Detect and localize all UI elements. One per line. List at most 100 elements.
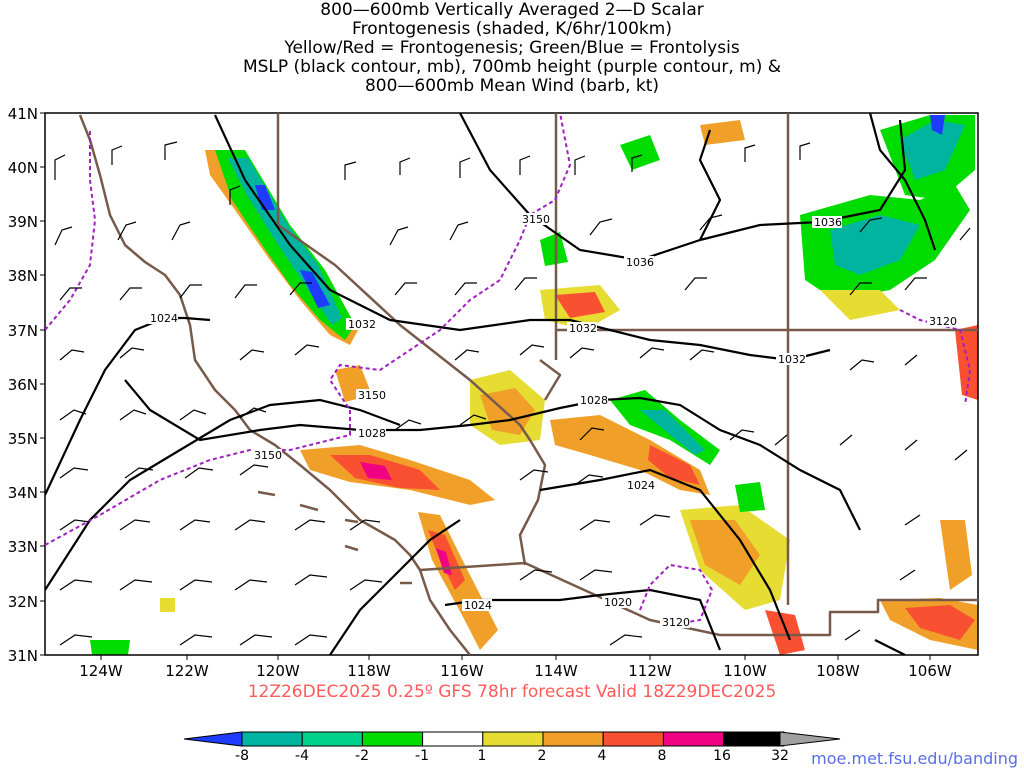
lat-label: 33N	[8, 538, 38, 556]
lat-label: 36N	[8, 376, 38, 394]
lat-label: 32N	[8, 593, 38, 611]
colorbar-cell	[482, 731, 544, 747]
colorbar-cell	[723, 731, 785, 747]
colorado-river	[518, 439, 547, 566]
nv-az-border	[539, 359, 562, 401]
height-labels: 3150 3150 3150 3120 3120	[252, 213, 957, 629]
title-line-2: Frontogenesis (shaded, K/6hr/100km)	[352, 19, 672, 39]
colorbar-tick: -8	[235, 748, 249, 764]
frontolysis-patch-2	[540, 232, 568, 266]
mslp-contour	[214, 114, 831, 362]
colorbar-tick: 2	[538, 748, 547, 764]
height-contour	[899, 309, 972, 406]
colorbar-tick: 4	[598, 748, 607, 764]
lon-label: 112W	[628, 662, 672, 680]
mslp-label: 1020	[604, 596, 632, 609]
frontolysis-ne-teal	[900, 120, 965, 180]
colorbar-tick: 32	[771, 748, 789, 764]
mslp-contour	[539, 468, 792, 641]
mslp-label: 1032	[569, 322, 597, 335]
mslp-label: 1036	[626, 256, 654, 269]
mslp-contour	[329, 519, 461, 655]
colorbar-cell	[542, 731, 604, 747]
mslp-contour	[868, 113, 937, 251]
frontolysis-colorado-teal	[830, 215, 920, 275]
frontolysis-core-blue	[255, 185, 275, 210]
height-label: 3150	[358, 389, 386, 402]
frontogenesis-se-core	[905, 605, 975, 640]
height-label: 3150	[522, 213, 550, 226]
mslp-label: 1024	[150, 312, 178, 325]
lon-label: 116W	[440, 662, 484, 680]
mexico-border	[419, 561, 978, 637]
lon-label: 122W	[165, 662, 209, 680]
lon-labels: 124W 122W 120W 118W 116W 114W 112W 110W …	[79, 662, 952, 680]
height-label: 3120	[929, 315, 957, 328]
lon-label: 110W	[723, 662, 767, 680]
forecast-valid-text: 12Z26DEC2025 0.25º GFS 78hr forecast Val…	[247, 682, 777, 702]
lat-label: 40N	[8, 159, 38, 177]
lon-label: 114W	[534, 662, 578, 680]
colorbar-tick: -4	[295, 748, 309, 764]
mslp-contour	[459, 113, 722, 262]
lat-label: 41N	[8, 105, 38, 123]
height-label: 3120	[662, 616, 690, 629]
colorbar-cell	[361, 731, 424, 747]
lat-label: 34N	[8, 484, 38, 502]
frontolysis-patch-3	[735, 482, 765, 512]
frontogenesis-shading	[90, 115, 978, 655]
mslp-label: 1036	[814, 216, 842, 229]
colorbar-left-arrow	[183, 731, 243, 747]
ca-nv-border	[276, 113, 532, 441]
mslp-label: 1028	[580, 394, 608, 407]
frontolysis-core-blue-2	[300, 270, 330, 308]
coastline	[78, 114, 471, 655]
height-contour	[45, 113, 572, 546]
lon-label: 124W	[79, 662, 123, 680]
height-contour	[639, 563, 714, 626]
colorbar-cell	[602, 731, 664, 747]
lon-ticks	[100, 655, 931, 660]
mslp-contour	[45, 316, 211, 496]
frontogenesis-patch-7	[160, 598, 175, 612]
colorbar-cell	[422, 731, 484, 747]
frontogenesis-ne-yellow	[820, 290, 900, 320]
mslp-label: 1024	[464, 599, 492, 612]
colorbar-ticks: -8 -4 -2 -1 1 2 4 8 16 32	[235, 748, 789, 764]
mslp-label: 1032	[348, 318, 376, 331]
mslp-label: 1032	[778, 353, 806, 366]
lat-labels: 41N 40N 39N 38N 37N 36N 35N 34N 33N 32N …	[8, 105, 38, 665]
lat-label: 35N	[8, 430, 38, 448]
title-line-1: 800—600mb Vertically Averaged 2—D Scalar	[320, 0, 704, 20]
mslp-labels: 1024 1032 1032 1028 1028 1036 1036 1032 …	[148, 216, 842, 612]
frontogenesis-core-socal-2	[360, 462, 392, 480]
frontogenesis-arizona-core	[648, 445, 700, 485]
colorbar-tick: 16	[713, 748, 731, 764]
mslp-label: 1028	[358, 427, 386, 440]
channel-islands	[257, 490, 412, 585]
lat-ticks	[40, 112, 45, 656]
source-url[interactable]: moe.met.fsu.edu/banding	[811, 749, 1018, 768]
title-line-5: 800—600mb Mean Wind (barb, kt)	[364, 76, 660, 96]
frontolysis-ne-blue	[930, 115, 945, 135]
frontogenesis-patch-4	[700, 120, 745, 145]
frontogenesis-central-2-core	[555, 292, 605, 318]
title-line-4: MSLP (black contour, mb), 700mb height (…	[242, 57, 782, 77]
lat-label: 38N	[8, 267, 38, 285]
colorbar-tick: 8	[658, 748, 667, 764]
colorbar: -8 -4 -2 -1 1 2 4 8 16 32	[183, 731, 841, 764]
frontolysis-patch-1	[620, 135, 660, 170]
colorbar-tick: 1	[478, 748, 487, 764]
colorbar-right-arrow	[779, 731, 841, 747]
wind-barbs	[54, 141, 971, 646]
colorbar-cell	[301, 731, 363, 747]
height-contour	[45, 130, 97, 331]
frontogenesis-nm-core-2	[765, 610, 805, 655]
mslp-contour	[699, 119, 907, 242]
lon-label: 106W	[908, 662, 952, 680]
colorbar-tick: -2	[355, 748, 369, 764]
lat-label: 39N	[8, 213, 38, 231]
lon-label: 120W	[256, 662, 300, 680]
colorbar-tick: -1	[415, 748, 429, 764]
